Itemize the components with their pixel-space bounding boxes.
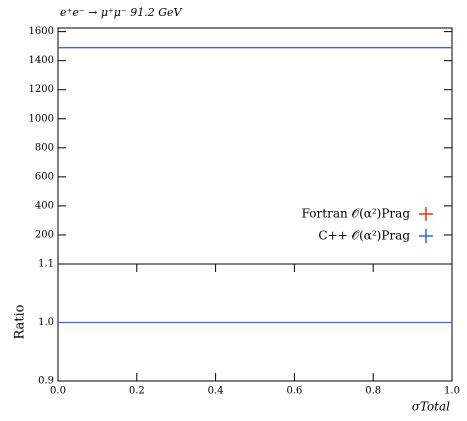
y-tick-label: 400 bbox=[35, 200, 54, 211]
x-tick-label: 0.4 bbox=[208, 386, 224, 397]
x-tick-label: 0.6 bbox=[286, 386, 302, 397]
y-tick-label: 200 bbox=[35, 229, 54, 240]
chart-title: e⁺e⁻ → μ⁺μ⁻ 91.2 GeV bbox=[60, 6, 183, 19]
y-tick-label: 1600 bbox=[29, 26, 54, 37]
y-tick-label: 600 bbox=[35, 171, 54, 182]
x-tick-label: 0.2 bbox=[129, 386, 145, 397]
x-tick-label: 1.0 bbox=[444, 386, 460, 397]
y-tick-label: 1.1 bbox=[38, 259, 54, 270]
legend-label: Fortran 𝒪(α²)Prag bbox=[302, 207, 411, 221]
y-tick-label: 1400 bbox=[29, 55, 54, 66]
y-tick-label: 1.0 bbox=[38, 317, 54, 328]
x-axis-label: σTotal bbox=[412, 400, 450, 414]
x-tick-label: 0.0 bbox=[50, 386, 66, 397]
y-axis-label: Ratio bbox=[13, 304, 28, 339]
y-tick-label: 1200 bbox=[29, 84, 54, 95]
y-tick-label: 1000 bbox=[29, 113, 54, 124]
y-tick-label: 800 bbox=[35, 142, 54, 153]
y-tick-label: 0.9 bbox=[38, 376, 54, 387]
x-tick-label: 0.8 bbox=[365, 386, 381, 397]
legend-label: C++ 𝒪(α²)Prag bbox=[318, 229, 410, 243]
